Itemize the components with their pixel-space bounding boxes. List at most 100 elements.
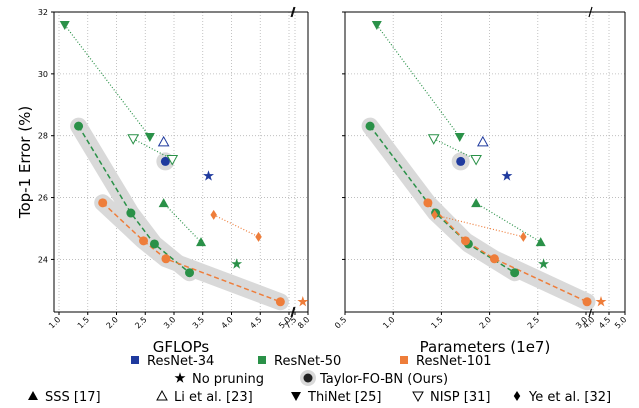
point-resnet-101-ye xyxy=(431,209,438,220)
point-resnet-50-taylor xyxy=(365,121,375,131)
point-resnet-34-nopruning xyxy=(203,170,214,181)
point-resnet-50-nopruning xyxy=(538,258,550,269)
x-tick-label: 0.5 xyxy=(333,315,348,330)
x-axis-label: GFLOPs xyxy=(153,338,210,356)
legend-label: ResNet-101 xyxy=(416,354,492,369)
axis-break-mark xyxy=(588,6,593,18)
legend-marker xyxy=(291,392,301,401)
line-nisp xyxy=(132,138,173,161)
legend-marker xyxy=(400,356,408,364)
point-resnet-50-thinet xyxy=(371,20,382,30)
point-resnet-101-taylor xyxy=(489,254,499,264)
point-resnet-101-nopruning xyxy=(297,296,309,307)
point-resnet-50-nopruning xyxy=(231,258,243,269)
legend-marker xyxy=(303,373,313,383)
point-resnet-101-ye xyxy=(255,231,262,242)
line-ye xyxy=(213,214,259,238)
x-tick-label: 2.5 xyxy=(133,315,148,330)
x-tick-label: 2.0 xyxy=(478,315,493,330)
legend-marker xyxy=(412,391,424,403)
data-layer xyxy=(59,20,309,311)
point-resnet-101-ye xyxy=(210,209,217,220)
legend-marker xyxy=(513,391,521,401)
point-resnet-101-taylor xyxy=(275,297,285,307)
x-tick-label: 3.0 xyxy=(162,315,177,330)
taylor-halo-band xyxy=(419,194,596,311)
legend-label: Taylor-FO-BN (Ours) xyxy=(319,372,448,387)
point-resnet-50-nisp xyxy=(470,155,482,166)
legend-label: Ye et al. [32] xyxy=(528,390,611,405)
x-axis-label: Parameters (1e7) xyxy=(420,338,551,356)
point-resnet-34-li xyxy=(157,135,170,147)
point-resnet-50-sss xyxy=(471,198,482,208)
point-resnet-101-taylor xyxy=(98,198,108,208)
point-resnet-34-taylor xyxy=(160,156,170,166)
point-resnet-34-nopruning xyxy=(501,170,513,181)
x-tick-label: 1.5 xyxy=(429,315,444,330)
point-resnet-50-taylor xyxy=(510,268,520,278)
y-tick-label: 30 xyxy=(38,70,48,79)
line-taylor xyxy=(102,202,281,303)
axis-break-mark xyxy=(290,306,295,318)
x-tick-label: 2.5 xyxy=(526,315,541,330)
legend-label: ResNet-34 xyxy=(147,354,214,369)
point-resnet-50-taylor xyxy=(74,121,84,131)
point-resnet-101-taylor xyxy=(161,254,171,264)
legend-marker xyxy=(258,356,266,364)
line-taylor xyxy=(427,202,588,303)
line-thinet xyxy=(64,24,151,138)
point-resnet-101-taylor xyxy=(582,297,592,307)
legend-marker xyxy=(28,391,38,400)
point-resnet-50-nisp xyxy=(166,155,179,166)
x-tick-label: 4.5 xyxy=(248,315,263,330)
point-resnet-50-taylor xyxy=(149,239,159,249)
line-nisp xyxy=(433,138,477,161)
point-resnet-50-nisp xyxy=(427,134,440,145)
point-resnet-34-li xyxy=(477,135,489,147)
legend-label: Li et al. [23] xyxy=(174,390,253,405)
legend-label: NISP [31] xyxy=(430,390,490,405)
x-tick-label: 4.5 xyxy=(597,315,612,330)
point-resnet-50-nisp xyxy=(127,134,140,145)
legend-label: ThiNet [25] xyxy=(307,390,381,405)
axis-break-mark xyxy=(291,306,296,318)
x-tick-label: 4.0 xyxy=(220,315,235,330)
x-tick-label: 1.0 xyxy=(381,315,396,330)
point-resnet-50-taylor xyxy=(185,268,195,278)
axis-break-mark xyxy=(290,6,295,18)
x-tick-label: 3.5 xyxy=(191,315,206,330)
y-tick-label: 28 xyxy=(38,132,48,141)
y-tick-label: 24 xyxy=(38,255,48,264)
x-tick-label: 1.5 xyxy=(76,315,91,330)
point-resnet-50-taylor xyxy=(126,208,136,218)
point-resnet-101-taylor xyxy=(461,236,470,246)
taylor-halo-band xyxy=(94,194,289,311)
legend-label: No pruning xyxy=(192,372,264,387)
line-sss xyxy=(475,202,542,243)
legend-marker xyxy=(156,389,168,401)
point-resnet-50-sss xyxy=(158,198,169,208)
y-axis-label: Top-1 Error (%) xyxy=(16,106,34,219)
line-taylor xyxy=(77,125,190,274)
line-taylor xyxy=(369,125,516,274)
line-thinet xyxy=(376,24,461,138)
x-tick-label: 1.0 xyxy=(47,315,62,330)
line-sss xyxy=(163,202,202,243)
data-layer xyxy=(361,20,607,311)
legend-marker xyxy=(131,356,139,364)
legend-marker xyxy=(174,372,186,383)
legend: ResNet-34 ResNet-50 ResNet-101 No pruning Ta… xyxy=(28,354,611,405)
point-resnet-101-taylor xyxy=(139,236,149,246)
axis-break-mark xyxy=(291,6,296,18)
point-resnet-101-nopruning xyxy=(595,296,607,307)
point-resnet-101-taylor xyxy=(423,198,433,208)
point-resnet-50-thinet xyxy=(144,132,155,142)
x-tick-label: 5.0 xyxy=(613,315,628,330)
point-resnet-34-taylor xyxy=(456,156,466,166)
point-resnet-50-thinet xyxy=(454,132,465,142)
point-resnet-50-thinet xyxy=(59,20,70,30)
line-ye xyxy=(434,214,524,238)
y-tick-label: 26 xyxy=(38,194,48,203)
